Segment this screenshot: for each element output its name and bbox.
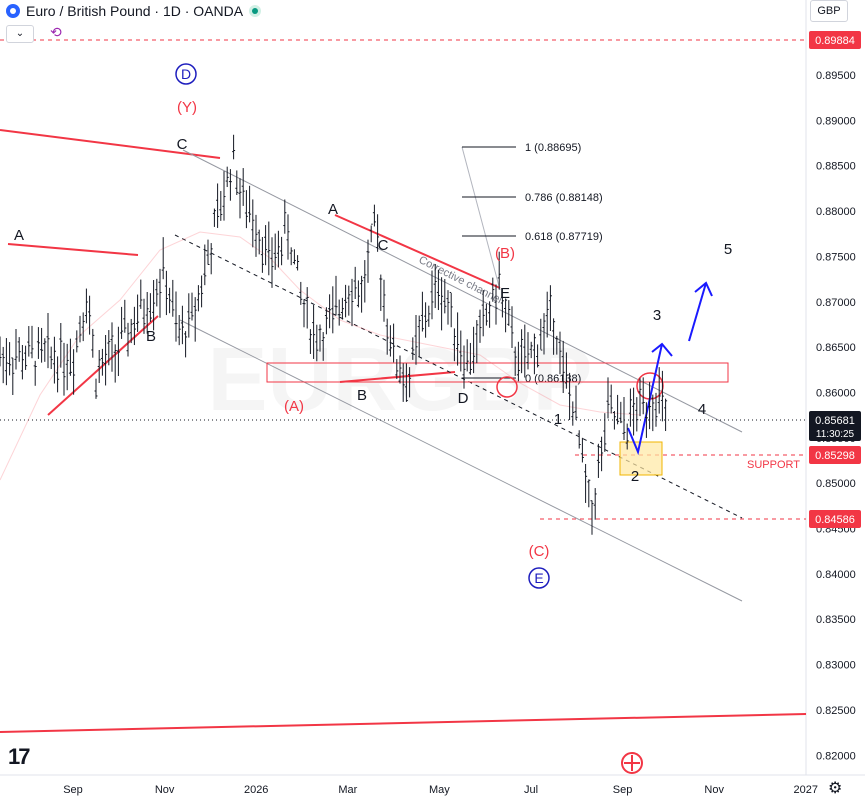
- support-label: SUPPORT: [747, 459, 800, 471]
- support-line-b2: [339, 371, 456, 383]
- wave-label: E: [500, 285, 510, 302]
- collapse-button[interactable]: ⌄: [6, 25, 34, 43]
- price-tick-label: 0.86500: [816, 342, 856, 354]
- price-tick-label: 0.83500: [816, 614, 856, 626]
- wave-label: A: [328, 201, 338, 218]
- wave-label: 4: [698, 401, 706, 418]
- fib-level-label: 1 (0.88695): [525, 142, 581, 154]
- price-tick-label: 0.82500: [816, 705, 856, 717]
- time-tick-label: Mar: [338, 784, 357, 796]
- current-price-tag: 0.85681: [815, 415, 855, 427]
- chart-header: Euro / British Pound · 1D · OANDA: [0, 0, 262, 22]
- wave-label: (C): [529, 543, 550, 560]
- fib-level-label: 0.618 (0.87719): [525, 231, 603, 243]
- fib-level-label: 0 (0.86138): [525, 373, 581, 385]
- channel-upper: [182, 149, 743, 433]
- price-tag-low: 0.84586: [815, 514, 855, 526]
- candles: [0, 134, 668, 535]
- projection-arrowhead-5: [694, 281, 713, 297]
- wave-labels: A B C A C B D E (A) (B) (C) (Y) 1 2 3 4 5 D E: [14, 63, 732, 589]
- price-tag-high: 0.89884: [815, 35, 855, 47]
- price-tick-label: 0.89000: [816, 115, 856, 127]
- circled-wave-label: E: [534, 570, 543, 586]
- price-tick-label: 0.88000: [816, 206, 856, 218]
- circled-wave-label: D: [181, 66, 191, 82]
- drawing-layer: Corrective channel 1 (0.88695) 0.786 (0.88…: [0, 39, 807, 733]
- time-tick-label: 2027: [794, 784, 818, 796]
- price-tick-label: 0.86000: [816, 387, 856, 399]
- price-tick-label: 0.88500: [816, 161, 856, 173]
- wave-label: C: [177, 136, 188, 153]
- symbol-logo-icon[interactable]: [6, 4, 20, 18]
- time-tick-label: 2026: [244, 784, 268, 796]
- currency-button[interactable]: GBP: [810, 0, 848, 22]
- projection-wave-5: [688, 282, 707, 342]
- channel-lower: [179, 319, 743, 602]
- marker-circle-small: [496, 376, 518, 398]
- price-tick-label: 0.85000: [816, 478, 856, 490]
- wave-label: B: [146, 328, 156, 345]
- wave-label: (Y): [177, 99, 197, 116]
- resistance-line-a: [7, 243, 139, 256]
- resistance-line-y: [0, 129, 221, 159]
- projection-wave-2-3: [627, 343, 663, 456]
- current-price-tag-bg: [809, 411, 861, 441]
- tradingview-logo-icon[interactable]: 17: [8, 744, 31, 769]
- resistance-line-a2: [334, 214, 501, 289]
- wave-label: 1: [554, 411, 562, 428]
- wave-label: D: [458, 390, 469, 407]
- price-tag-high-bg: [809, 31, 861, 49]
- wave-label: 2: [631, 468, 639, 485]
- price-tick-label: 0.82000: [816, 750, 856, 762]
- circled-wave-ring: [528, 567, 550, 589]
- time-tick-label: Nov: [155, 784, 175, 796]
- settings-gear-icon[interactable]: ⚙: [828, 780, 843, 797]
- time-tick-label: Sep: [63, 784, 83, 796]
- price-tag-support-bg: [809, 446, 861, 464]
- wave-label: 5: [724, 241, 732, 258]
- sync-icon[interactable]: ⟲: [50, 24, 62, 40]
- time-tick-label: Nov: [704, 784, 724, 796]
- price-tick-label: 0.84000: [816, 569, 856, 581]
- price-tag-support: 0.85298: [815, 450, 855, 462]
- wave-label: B: [357, 387, 367, 404]
- projection-arrowhead-3: [651, 342, 673, 357]
- time-tick-label: Jul: [524, 784, 538, 796]
- countdown-tag: 11:30:25: [816, 429, 855, 440]
- time-axis: Sep Nov 2026 Mar May Jul Sep Nov 2027: [63, 784, 818, 796]
- wave-label: (B): [495, 245, 515, 262]
- channel-label: Corrective channel: [417, 254, 504, 306]
- circled-wave-ring: [175, 63, 197, 85]
- symbol-title[interactable]: Euro / British Pound · 1D · OANDA: [26, 3, 244, 19]
- time-tick-label: May: [429, 784, 450, 796]
- price-tag-low-bg: [809, 510, 861, 528]
- wave-label: A: [14, 227, 24, 244]
- wave-label: C: [378, 237, 389, 254]
- time-tick-label: Sep: [613, 784, 633, 796]
- grid-layer: [0, 0, 865, 776]
- moving-average: [0, 231, 641, 481]
- market-open-icon: [249, 5, 262, 17]
- price-tick-label: 0.87000: [816, 297, 856, 309]
- fib-level-label: 0.786 (0.88148): [525, 192, 603, 204]
- price-axis: 0.89500 0.89000 0.88500 0.88000 0.87500 0.870…: [621, 31, 861, 774]
- fib-trend: [461, 146, 501, 291]
- support-line-b: [47, 315, 159, 416]
- long-trendline: [0, 713, 807, 733]
- price-tick-label: 0.87500: [816, 251, 856, 263]
- wave-label: (A): [284, 398, 304, 415]
- price-tick-label: 0.83000: [816, 660, 856, 672]
- price-tick-label: 0.89500: [816, 70, 856, 82]
- wave-label: 3: [653, 307, 661, 324]
- support-box: [619, 441, 663, 476]
